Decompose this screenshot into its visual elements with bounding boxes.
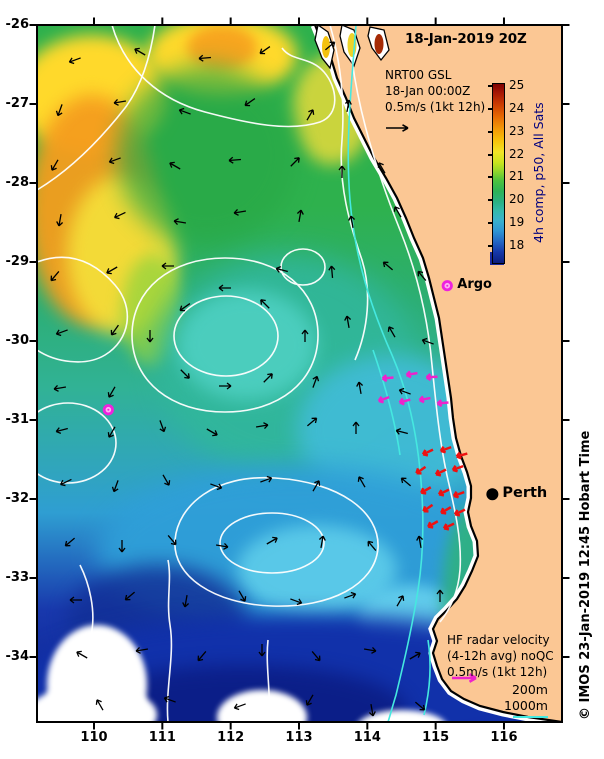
- nrt-legend-line1: NRT00 GSL: [385, 68, 452, 82]
- colorbar-tick-label: 21: [509, 169, 525, 184]
- colorbar-tick-label: 23: [509, 123, 525, 138]
- colorbar-tick: [488, 222, 493, 225]
- colorbar-tick: [488, 199, 493, 202]
- sst-colorbar: 25 24 23 22 21 20 19 18: [488, 78, 524, 264]
- colorbar-tick-label: 19: [509, 215, 525, 230]
- nrt-legend: NRT00 GSL 18-Jan 00:00Z 0.5m/s (1kt 12h): [385, 67, 485, 115]
- colorbar-tick: [488, 85, 493, 87]
- hf-legend-line2: (4-12h avg) noQC: [447, 649, 554, 663]
- y-tick-label: -31: [5, 412, 30, 427]
- y-tick-label: -28: [5, 175, 30, 190]
- colorbar-tick-label: 18: [509, 238, 525, 253]
- colorbar-tick: [488, 176, 493, 179]
- nrt-legend-line2: 18-Jan 00:00Z: [385, 84, 471, 98]
- colorbar-tick: [488, 245, 493, 248]
- y-tick-label: -32: [5, 491, 30, 506]
- colorbar-tick-label: 20: [509, 192, 525, 207]
- hf-legend-line3: 0.5m/s (1kt 12h): [447, 665, 548, 679]
- y-tick-label: -33: [5, 570, 30, 585]
- x-tick-label: 113: [285, 730, 313, 745]
- colorbar-tick: [488, 107, 493, 110]
- hf-legend-line1: HF radar velocity: [447, 633, 550, 647]
- colorbar-tick-label: 25: [509, 78, 525, 92]
- x-tick-label: 111: [148, 730, 176, 745]
- x-tick-label: 115: [422, 730, 450, 745]
- colorbar-tick-label: 24: [509, 100, 525, 115]
- y-tick-label: -29: [5, 254, 30, 269]
- x-tick-label: 112: [217, 730, 245, 745]
- sst-field: [37, 25, 562, 722]
- colorbar-tick: [488, 130, 493, 133]
- argo-label: Argo: [457, 276, 492, 292]
- y-tick-label: -27: [5, 96, 30, 111]
- nrt-legend-line3: 0.5m/s (1kt 12h): [385, 100, 486, 114]
- depth-1000m-label: 1000m: [504, 698, 548, 713]
- depth-legend: 200m 1000m: [500, 682, 548, 714]
- hf-legend: HF radar velocity (4-12h avg) noQC 0.5m/…: [447, 632, 554, 680]
- y-tick-label: -30: [5, 333, 30, 348]
- y-tick-label: -26: [5, 17, 30, 32]
- depth-1000m-line: [513, 716, 548, 718]
- colorbar-tick: [488, 153, 493, 156]
- x-tick-label: 114: [353, 730, 381, 745]
- map-title: 18-Jan-2019 20Z: [405, 31, 527, 47]
- credit-text: © IMOS 23-Jan-2019 12:45 Hobart Time: [578, 430, 593, 720]
- x-tick-label: 110: [80, 730, 108, 745]
- y-tick-label: -34: [5, 649, 30, 664]
- depth-200m-label: 200m: [511, 682, 548, 697]
- map-plot-area: [37, 25, 562, 722]
- colorbar-tick-label: 22: [509, 146, 525, 161]
- colorbar-label: 4h comp, p50, All Sats: [531, 102, 546, 243]
- perth-label: Perth: [502, 485, 548, 502]
- x-tick-label: 116: [490, 730, 518, 745]
